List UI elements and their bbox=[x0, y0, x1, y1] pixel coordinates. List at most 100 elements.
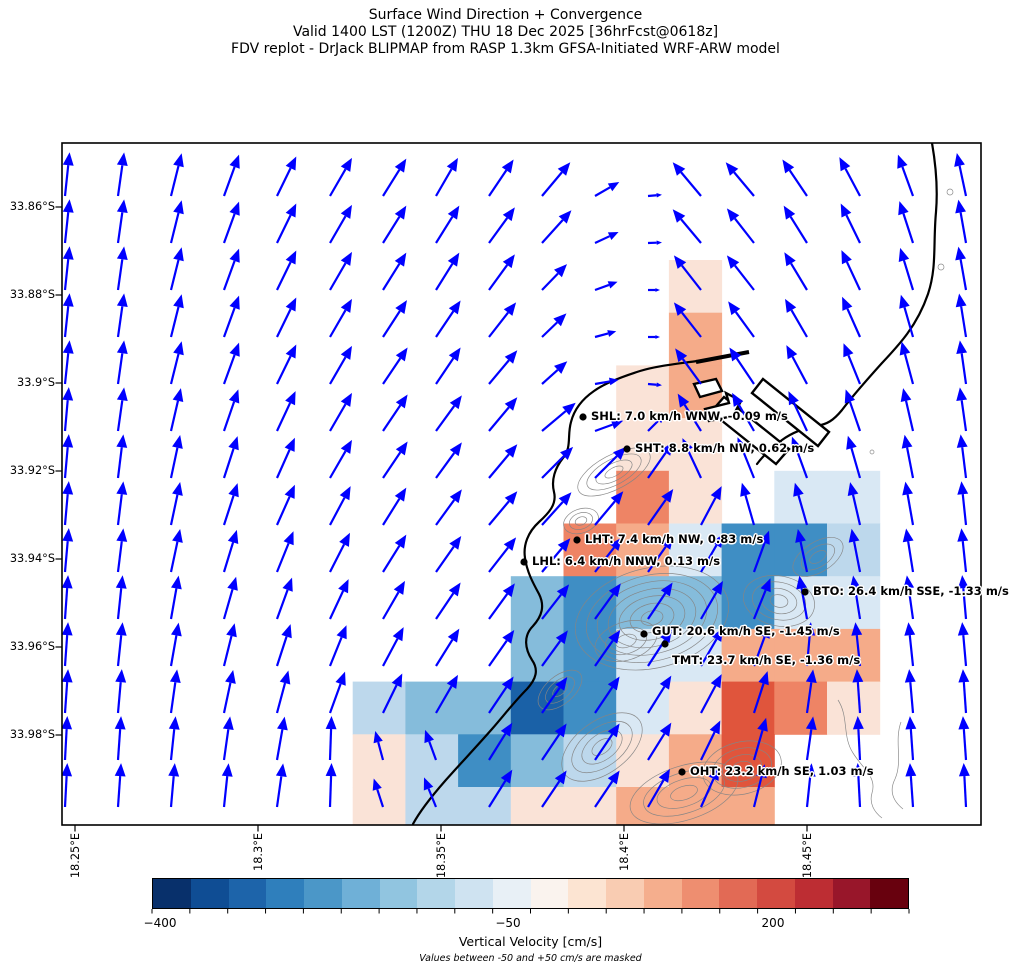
wind-arrow bbox=[382, 158, 407, 197]
wind-arrow bbox=[276, 203, 297, 244]
wind-arrow bbox=[382, 205, 407, 244]
station-label-GUT: GUT: 20.6 km/h SE, -1.45 m/s bbox=[652, 624, 840, 638]
wind-arrow bbox=[840, 203, 861, 244]
wind-arrow bbox=[329, 204, 352, 244]
wind-arrow bbox=[699, 766, 719, 808]
wind-arrow bbox=[222, 201, 240, 244]
wind-arrow bbox=[222, 529, 239, 573]
wind-arrow bbox=[648, 335, 660, 339]
convergence-cell bbox=[458, 787, 512, 825]
islet-outline bbox=[869, 449, 875, 455]
convergence-cell bbox=[405, 787, 459, 825]
wind-arrow bbox=[541, 402, 576, 432]
wind-arrow bbox=[594, 330, 617, 339]
wind-arrow bbox=[169, 294, 184, 338]
axis-ticks bbox=[55, 206, 808, 832]
wind-arrow bbox=[851, 622, 863, 667]
contour-ring bbox=[809, 550, 827, 564]
wind-arrow bbox=[804, 763, 816, 808]
wind-arrow bbox=[726, 208, 755, 244]
convergence-cell bbox=[563, 734, 617, 788]
contour-ring bbox=[702, 740, 782, 796]
wind-arrow bbox=[169, 247, 184, 291]
wind-arrow bbox=[222, 669, 236, 714]
wind-arrow bbox=[435, 252, 460, 291]
convergence-cell bbox=[563, 628, 617, 683]
wind-arrow bbox=[956, 434, 968, 479]
wind-arrow bbox=[740, 482, 756, 526]
wind-arrow bbox=[116, 152, 128, 197]
wind-arrow bbox=[382, 252, 407, 291]
wind-arrow bbox=[647, 414, 665, 432]
wind-arrow bbox=[168, 763, 180, 808]
wind-arrow bbox=[647, 488, 674, 526]
colorbar-segment bbox=[794, 879, 833, 908]
station-label-LHT: LHT: 7.4 km/h NW, 0.83 m/s bbox=[585, 532, 764, 546]
contour-ring bbox=[596, 580, 708, 656]
wind-arrow bbox=[488, 722, 513, 761]
convergence-cell bbox=[458, 681, 512, 735]
wind-arrow bbox=[675, 348, 702, 385]
wind-arrow bbox=[783, 205, 808, 244]
wind-arrow bbox=[329, 439, 352, 479]
wind-arrow bbox=[423, 777, 438, 808]
wind-arrow bbox=[700, 720, 721, 761]
wind-arrow bbox=[435, 300, 461, 338]
wind-arrow bbox=[328, 625, 347, 667]
wind-arrow bbox=[488, 397, 518, 432]
wind-arrow bbox=[955, 293, 968, 338]
wind-arrow bbox=[222, 436, 239, 479]
wind-arrow bbox=[114, 716, 126, 761]
wind-arrow bbox=[786, 345, 808, 385]
contour-ring bbox=[769, 594, 789, 608]
wind-arrow bbox=[957, 575, 969, 620]
wind-arrow bbox=[700, 580, 723, 620]
wind-arrow bbox=[752, 624, 770, 667]
convergence-cell bbox=[616, 365, 670, 419]
coastline bbox=[411, 143, 938, 825]
wind-arrow bbox=[541, 630, 568, 667]
wind-arrow bbox=[275, 716, 288, 761]
wind-arrow bbox=[276, 344, 297, 385]
wind-arrow bbox=[488, 444, 518, 479]
wind-arrow bbox=[373, 731, 385, 761]
wind-arrow bbox=[276, 297, 297, 338]
wind-arrow bbox=[488, 207, 515, 244]
wind-arrow bbox=[700, 533, 723, 573]
wind-arrow bbox=[488, 159, 514, 197]
station-marker-SHL bbox=[579, 413, 587, 421]
wind-arrow bbox=[435, 582, 461, 620]
station-label-SHT: SHT: 8.8 km/h NW, 0.62 m/s bbox=[635, 441, 815, 455]
islet-outline bbox=[937, 263, 945, 271]
wind-arrow bbox=[382, 673, 403, 714]
convergence-cell bbox=[616, 470, 670, 524]
wind-arrow bbox=[328, 671, 346, 714]
contour-ring bbox=[571, 720, 633, 774]
station-marker-GUT bbox=[640, 630, 648, 638]
islet-outline bbox=[946, 188, 954, 196]
station-marker-LHT bbox=[573, 536, 581, 544]
wind-arrow bbox=[541, 264, 568, 291]
wind-arrow bbox=[275, 577, 293, 620]
convergence-cell bbox=[721, 734, 775, 788]
x-tick-label-3: 18.4°E bbox=[617, 833, 631, 871]
wind-arrow bbox=[115, 575, 127, 620]
wind-arrow bbox=[902, 528, 915, 573]
wind-arrow bbox=[488, 254, 515, 291]
wind-arrow bbox=[62, 528, 74, 573]
wind-arrow bbox=[435, 442, 462, 479]
wind-arrow bbox=[737, 437, 756, 479]
wind-arrow bbox=[647, 382, 662, 387]
wind-arrow bbox=[648, 288, 660, 292]
wind-arrow bbox=[752, 764, 767, 808]
contour-ring bbox=[545, 676, 575, 704]
wind-arrow bbox=[726, 255, 755, 291]
station-label-SHL: SHL: 7.0 km/h WNW, -0.09 m/s bbox=[591, 409, 788, 423]
wind-arrow bbox=[435, 674, 458, 714]
convergence-cell bbox=[510, 734, 564, 788]
contour-ring bbox=[629, 761, 739, 825]
convergence-cell bbox=[668, 470, 723, 524]
convergence-cell bbox=[616, 734, 670, 788]
wind-arrow bbox=[647, 582, 673, 620]
